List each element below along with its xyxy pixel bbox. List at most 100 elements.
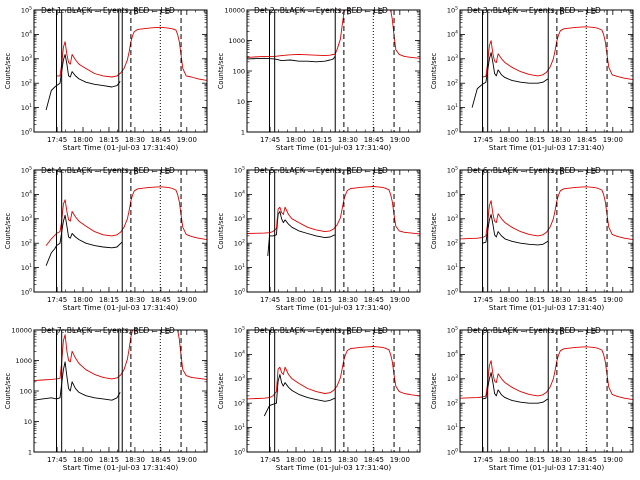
y-tick-label: 1000 (15, 357, 32, 365)
x-tick-label: 19:00 (177, 456, 197, 464)
x-tick-label: 18:45 (151, 296, 171, 304)
x-tick-label: 18:00 (73, 296, 93, 304)
y-tick-label: 100 (447, 127, 458, 136)
x-tick-label: 18:15 (99, 296, 119, 304)
detector-panel-5: 100 101 102 103 104 105 17:45 18:00 18:15 18:30 18… (217, 165, 421, 312)
detector-panel-6: 100 101 102 103 104 105 17:45 18:00 18:15 18:30 18… (430, 165, 634, 312)
x-tick-label: 18:45 (577, 296, 597, 304)
x-tick-label: 18:15 (525, 456, 545, 464)
lld-series-line (460, 346, 633, 401)
events-series-line (45, 54, 121, 111)
x-tick-label: 18:00 (286, 456, 306, 464)
marker-label: S (134, 7, 139, 16)
y-tick-label: 104 (447, 190, 458, 199)
events-series-line (267, 211, 336, 257)
y-tick-label: 101 (234, 423, 245, 432)
marker-label: E (378, 327, 383, 336)
x-tick-label: 18:45 (364, 136, 384, 144)
plot-frame (459, 169, 634, 293)
x-tick-label: 18:30 (125, 296, 145, 304)
x-tick-label: 19:00 (390, 296, 410, 304)
marker-label: S (134, 167, 139, 176)
y-tick-label: 102 (21, 239, 32, 248)
x-axis-label: Start Time (01-Jul-03 17:31:40) (276, 463, 392, 472)
marker-label: E (591, 167, 596, 176)
x-tick-label: 18:45 (577, 136, 597, 144)
x-axis-label: Start Time (01-Jul-03 17:31:40) (63, 303, 179, 312)
x-tick-label: 18:15 (312, 456, 332, 464)
y-tick-label: 104 (447, 350, 458, 359)
x-tick-label: 18:15 (525, 296, 545, 304)
plot-frame (246, 169, 421, 293)
x-tick-label: 18:45 (577, 456, 597, 464)
x-tick-label: 19:00 (603, 456, 623, 464)
lld-series-line (247, 186, 420, 235)
y-axis-label: Counts/sec (4, 372, 12, 409)
events-series-line (45, 214, 123, 266)
lld-series-line (247, 346, 420, 400)
x-tick-label: 19:00 (390, 456, 410, 464)
y-tick-label: 100 (20, 387, 32, 395)
x-tick-label: 17:45 (260, 296, 280, 304)
marker-label: S (347, 7, 352, 16)
plot-frame (33, 169, 208, 293)
y-tick-label: 103 (447, 214, 458, 223)
events-series-line (482, 372, 549, 404)
events-series-line (482, 214, 549, 246)
y-tick-label: 101 (234, 263, 245, 272)
x-tick-label: 17:45 (47, 456, 67, 464)
x-tick-label: 18:30 (551, 456, 571, 464)
y-axis-label: Counts/sec (217, 212, 225, 249)
x-tick-label: 18:45 (151, 136, 171, 144)
y-tick-label: 104 (21, 30, 32, 39)
y-axis-label: Counts/sec (217, 372, 225, 409)
panel-title: Det 8: BLACK = Events, RED = LLD (254, 326, 388, 335)
panel-title: Det 1: BLACK = Events, RED = LLD (41, 6, 175, 15)
detector-panel-9: 100 101 102 103 104 105 17:45 18:00 18:15 18:30 18… (430, 325, 634, 472)
x-tick-label: 18:15 (525, 136, 545, 144)
lld-series-line (45, 186, 207, 246)
events-series-line (263, 374, 336, 417)
lld-series-line (482, 26, 633, 81)
y-tick-label: 105 (234, 325, 245, 334)
y-tick-label: 103 (447, 54, 458, 63)
y-tick-label: 104 (447, 30, 458, 39)
y-tick-label: 102 (234, 239, 245, 248)
x-tick-label: 18:15 (312, 136, 332, 144)
marker-label: S (347, 327, 352, 336)
y-tick-label: 105 (234, 165, 245, 174)
y-tick-label: 100 (447, 287, 458, 296)
x-tick-label: 17:45 (473, 456, 493, 464)
y-axis-label: Counts/sec (430, 212, 438, 249)
marker-label: S (347, 167, 352, 176)
y-tick-label: 101 (447, 423, 458, 432)
x-tick-label: 18:00 (499, 456, 519, 464)
x-tick-label: 17:45 (260, 456, 280, 464)
x-axis-label: Start Time (01-Jul-03 17:31:40) (63, 143, 179, 152)
panel-title: Det 7: BLACK = Events, RED = LLD (41, 326, 175, 335)
detector-panel-7: 1 10 100 1000 10000 17:45 18:00 18:15 18:30 18:45… (4, 326, 208, 472)
marker-label: S (134, 327, 139, 336)
y-tick-label: 10 (24, 418, 32, 426)
events-series-line (34, 361, 121, 401)
marker-label: E (165, 327, 170, 336)
y-tick-label: 104 (234, 190, 245, 199)
y-tick-label: 101 (447, 263, 458, 272)
x-tick-label: 18:30 (338, 296, 358, 304)
y-tick-label: 10000 (11, 326, 32, 334)
y-tick-label: 1000 (228, 37, 245, 45)
plot-frame (459, 329, 634, 453)
y-tick-label: 100 (234, 287, 245, 296)
x-tick-label: 19:00 (177, 136, 197, 144)
x-tick-label: 18:00 (499, 136, 519, 144)
y-tick-label: 10000 (224, 6, 245, 14)
y-tick-label: 105 (21, 5, 32, 14)
y-tick-label: 100 (447, 447, 458, 456)
plot-frame (246, 329, 421, 453)
x-tick-label: 17:45 (473, 136, 493, 144)
panel-title: Det 3: BLACK = Events, RED = LLD (467, 6, 601, 15)
y-tick-label: 105 (447, 5, 458, 14)
plot-frame (33, 9, 208, 133)
panel-title: Det 4: BLACK = Events, RED = LLD (41, 166, 175, 175)
lld-series-line (460, 186, 633, 241)
